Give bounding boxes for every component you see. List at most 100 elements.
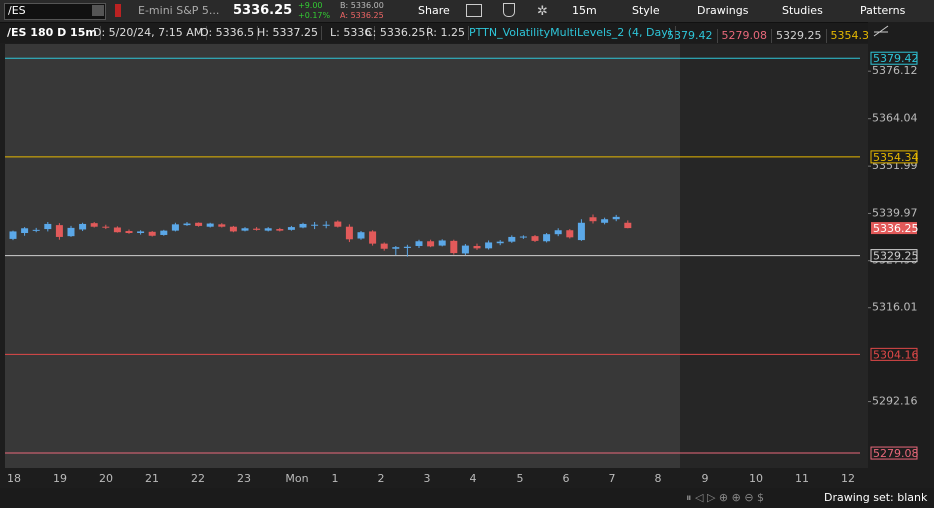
- info-low: L: 5336: [327, 26, 376, 40]
- level-badge: [870, 150, 918, 164]
- candle-body: [55, 225, 63, 237]
- candle-body: [566, 230, 574, 238]
- icon[interactable]: [503, 3, 515, 17]
- candle-body: [403, 246, 411, 248]
- candle-body: [345, 226, 353, 240]
- y-tick-label: 5364.04: [872, 112, 918, 125]
- candle-body: [90, 223, 98, 227]
- x-tick-label: 11: [795, 472, 809, 485]
- candle-body: [577, 222, 585, 241]
- y-tick-label: 5292.16: [872, 395, 918, 408]
- icon[interactable]: [466, 4, 482, 17]
- study-values: 5379.42 5279.08 5329.25 5354.34: [663, 26, 881, 43]
- candle-body: [601, 219, 609, 223]
- candle-body: [206, 223, 214, 227]
- candle-body: [44, 223, 52, 230]
- last-price-badge: [871, 222, 917, 235]
- ask: A: 5336.25: [340, 11, 384, 20]
- candle-body: [612, 216, 620, 220]
- patterns-button[interactable]: Patterns: [860, 4, 906, 17]
- candle-body: [334, 221, 342, 227]
- candle-body: [369, 231, 377, 244]
- dropdown[interactable]: [92, 5, 104, 16]
- x-tick-label: 4: [470, 472, 477, 485]
- candle-body: [264, 228, 272, 231]
- level-badge: [870, 446, 918, 460]
- level-badge-label: 5379.42: [873, 52, 919, 65]
- candle-body: [79, 223, 87, 230]
- symbol-box[interactable]: [4, 3, 106, 20]
- price-axis: [868, 22, 934, 468]
- candle-body: [357, 232, 365, 239]
- chart: 5376.125364.045351.995339.975327.965316.…: [5, 22, 934, 485]
- x-tick-label: Mon: [285, 472, 308, 485]
- info-symbol: /ES 180 D 15m: [4, 26, 101, 40]
- candle-body: [137, 231, 145, 233]
- symbol: /ES: [8, 4, 26, 17]
- candle-body: [438, 240, 446, 246]
- x-tick-label: 19: [53, 472, 67, 485]
- x-tick-label: 22: [191, 472, 205, 485]
- x-tick-label: 10: [749, 472, 763, 485]
- x-tick-label: 6: [563, 472, 570, 485]
- nav-icons[interactable]: ⏸ ◁ ▷ ⊕ ⊕ ⊖ $: [686, 491, 765, 504]
- y-tick-label: 5376.12: [872, 64, 918, 77]
- flag: [115, 4, 121, 17]
- level-badge: [870, 51, 918, 65]
- study-name: PTTN_VolatilityMultiLevels_2 (4, Day): [466, 26, 677, 40]
- candle-body: [160, 230, 168, 235]
- candle-body: [450, 240, 458, 254]
- timeframe-button[interactable]: 15m: [572, 4, 597, 17]
- share-button[interactable]: Share: [418, 4, 450, 17]
- candle-body: [496, 241, 504, 244]
- candle-body: [113, 227, 121, 233]
- candle-body: [473, 245, 481, 249]
- info-bar: /ES 180 D 15m D: 5/20/24, 7:15 AM O: 533…: [0, 23, 881, 43]
- level-badge: [870, 347, 918, 361]
- x-tick-label: 8: [655, 472, 662, 485]
- level-badge-label: 5354.34: [873, 151, 919, 164]
- x-tick-label: 9: [702, 472, 709, 485]
- candle-body: [148, 231, 156, 236]
- candle-body: [183, 223, 191, 226]
- bid: B: 5336.00: [340, 1, 384, 10]
- description: E-mini S&P 5...: [138, 4, 220, 17]
- last-price-label: 5336.25: [873, 222, 919, 235]
- candle-body: [9, 231, 17, 239]
- level-badge-label: 5279.08: [873, 447, 919, 460]
- candle-body: [380, 243, 388, 249]
- candle-body: [299, 223, 307, 228]
- level-badge-label: 5329.25: [873, 250, 919, 263]
- candle-body: [519, 236, 527, 238]
- level-badge: [870, 249, 918, 263]
- drawing-set[interactable]: Drawing set: blank: [824, 491, 928, 504]
- x-tick-label: 5: [517, 472, 524, 485]
- candle-body: [276, 229, 284, 231]
- candle-body: [543, 234, 551, 242]
- info-open: O: 5336.5: [197, 26, 259, 40]
- candle-body: [311, 224, 319, 226]
- candle-body: [67, 227, 75, 237]
- x-tick-label: 2: [378, 472, 385, 485]
- candle-body: [287, 227, 295, 230]
- candle-body: [125, 231, 133, 233]
- info-high: H: 5337.25: [254, 26, 322, 40]
- level-badge-label: 5304.16: [873, 348, 919, 361]
- candle-body: [229, 226, 237, 232]
- change-pct: +0.17%: [298, 11, 331, 20]
- candle-body: [554, 230, 562, 235]
- info-range: R: 1.25: [423, 26, 469, 40]
- last-price: 5336.25: [233, 3, 293, 18]
- style-button[interactable]: Style: [632, 4, 660, 17]
- axis-icon[interactable]: [873, 25, 889, 37]
- drawings-button[interactable]: Drawings: [697, 4, 749, 17]
- candle-body: [195, 222, 203, 226]
- settings-icon[interactable]: ✲: [537, 4, 548, 19]
- info-date: D: 5/20/24, 7:15 AM: [90, 26, 208, 40]
- candle-body: [102, 226, 110, 228]
- x-tick-label: 18: [7, 472, 21, 485]
- toolbar: /ES E-mini S&P 5... 5336.25 +9.00 +0.17%…: [0, 0, 934, 23]
- candle-body: [392, 247, 400, 249]
- studies-button[interactable]: Studies: [782, 4, 823, 17]
- candle-body: [531, 236, 539, 241]
